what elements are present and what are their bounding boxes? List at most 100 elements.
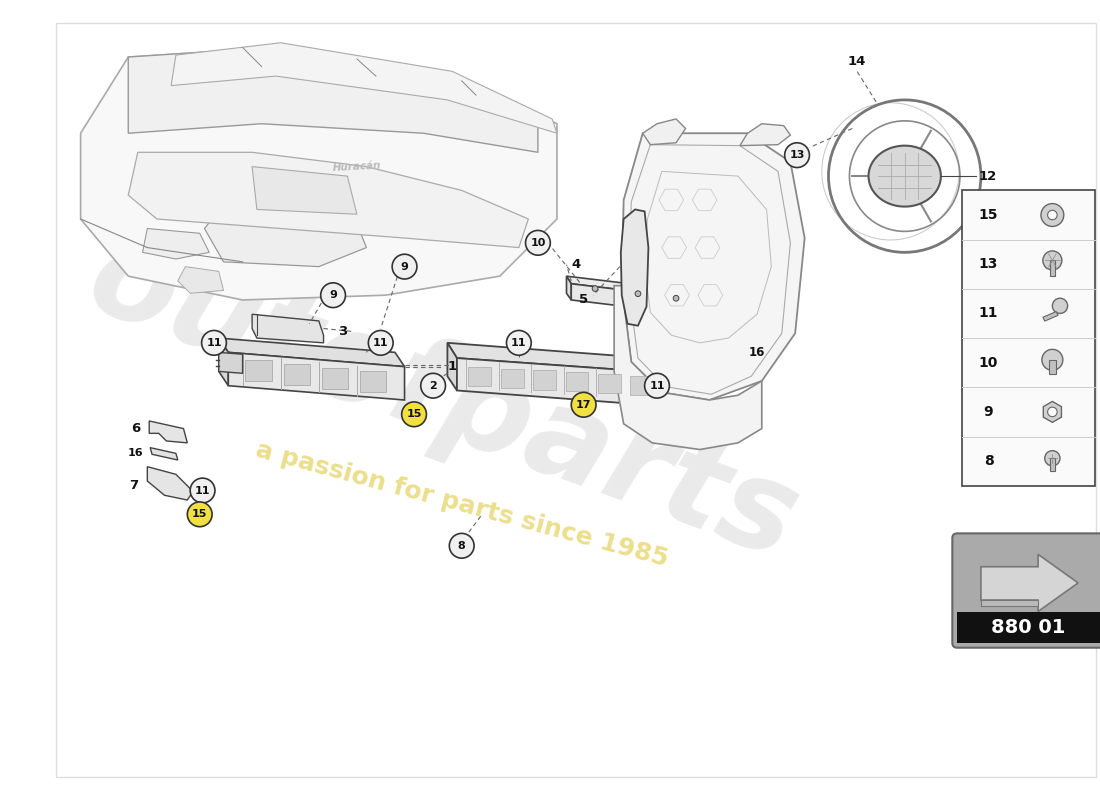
Polygon shape — [981, 554, 1078, 611]
Bar — [565, 372, 588, 391]
Text: Huracán: Huracán — [332, 160, 382, 173]
Polygon shape — [219, 338, 229, 386]
Text: 11: 11 — [649, 381, 664, 390]
Circle shape — [526, 230, 550, 255]
Text: 2: 2 — [429, 381, 437, 390]
Text: 9: 9 — [400, 262, 408, 272]
Text: 13: 13 — [979, 258, 998, 271]
Text: 11: 11 — [195, 486, 210, 495]
Bar — [321, 368, 349, 389]
Text: 15: 15 — [979, 208, 999, 222]
Polygon shape — [252, 314, 323, 343]
Bar — [469, 366, 492, 386]
Circle shape — [420, 374, 446, 398]
Circle shape — [393, 254, 417, 279]
Text: 3: 3 — [338, 325, 348, 338]
Circle shape — [635, 291, 641, 297]
Polygon shape — [129, 47, 538, 152]
Polygon shape — [1043, 402, 1062, 422]
Text: 16: 16 — [749, 346, 766, 359]
Text: 1: 1 — [448, 360, 456, 373]
Circle shape — [1045, 450, 1060, 466]
Bar — [534, 370, 556, 390]
Text: 880 01: 880 01 — [991, 618, 1066, 637]
Polygon shape — [620, 210, 648, 326]
Polygon shape — [129, 152, 528, 247]
Bar — [1049, 261, 1055, 276]
Circle shape — [1042, 350, 1063, 370]
Polygon shape — [642, 119, 685, 145]
Text: 7: 7 — [130, 479, 139, 492]
FancyBboxPatch shape — [953, 534, 1100, 648]
Circle shape — [784, 142, 810, 167]
Polygon shape — [679, 352, 682, 369]
Circle shape — [402, 402, 427, 426]
Polygon shape — [252, 166, 356, 214]
Text: 11: 11 — [206, 338, 222, 348]
Circle shape — [1047, 407, 1057, 417]
Text: 11: 11 — [979, 306, 999, 321]
Polygon shape — [219, 338, 405, 366]
Text: 8: 8 — [983, 454, 993, 468]
Bar — [1049, 458, 1055, 470]
Text: 11: 11 — [512, 338, 527, 348]
Text: 16: 16 — [128, 448, 144, 458]
Circle shape — [201, 330, 227, 355]
Bar — [360, 371, 386, 392]
Circle shape — [673, 295, 679, 301]
Polygon shape — [566, 276, 691, 298]
Text: 8: 8 — [458, 541, 465, 550]
Polygon shape — [172, 42, 557, 134]
Circle shape — [891, 162, 918, 190]
Polygon shape — [219, 352, 243, 374]
Polygon shape — [178, 266, 223, 294]
Circle shape — [645, 374, 670, 398]
Text: 15: 15 — [406, 410, 421, 419]
Polygon shape — [566, 276, 571, 300]
Circle shape — [449, 534, 474, 558]
Polygon shape — [147, 466, 192, 500]
Text: 11: 11 — [373, 338, 388, 348]
Circle shape — [1043, 251, 1062, 270]
Bar — [957, 613, 1100, 643]
Circle shape — [190, 478, 214, 503]
Bar — [598, 374, 620, 394]
Polygon shape — [448, 343, 671, 374]
Text: outofparts: outofparts — [73, 216, 813, 584]
Bar — [961, 190, 1096, 486]
Bar — [245, 360, 272, 381]
Polygon shape — [448, 343, 456, 390]
Polygon shape — [143, 229, 209, 259]
Text: 15: 15 — [192, 510, 208, 519]
Text: 13: 13 — [790, 150, 805, 160]
Circle shape — [368, 330, 393, 355]
Text: 10: 10 — [979, 356, 998, 370]
Polygon shape — [981, 600, 1038, 606]
Circle shape — [1047, 210, 1057, 220]
Circle shape — [1053, 298, 1068, 314]
Polygon shape — [614, 286, 762, 450]
Polygon shape — [571, 284, 691, 314]
Text: 4: 4 — [571, 258, 581, 271]
Polygon shape — [456, 358, 671, 406]
Text: 9: 9 — [329, 290, 337, 300]
Circle shape — [187, 502, 212, 526]
Bar — [284, 364, 310, 385]
Text: 9: 9 — [983, 405, 993, 419]
Polygon shape — [679, 352, 722, 364]
Text: 14: 14 — [848, 55, 867, 68]
Polygon shape — [151, 448, 178, 460]
Polygon shape — [869, 146, 940, 206]
Polygon shape — [205, 181, 366, 266]
Circle shape — [571, 392, 596, 417]
Polygon shape — [229, 352, 405, 400]
Text: 12: 12 — [979, 170, 997, 182]
Text: 17: 17 — [576, 400, 592, 410]
Polygon shape — [150, 421, 187, 443]
Bar — [500, 369, 524, 388]
Text: 10: 10 — [530, 238, 546, 248]
Text: 5: 5 — [579, 294, 588, 306]
Circle shape — [506, 330, 531, 355]
Polygon shape — [80, 47, 557, 300]
Polygon shape — [621, 134, 805, 400]
